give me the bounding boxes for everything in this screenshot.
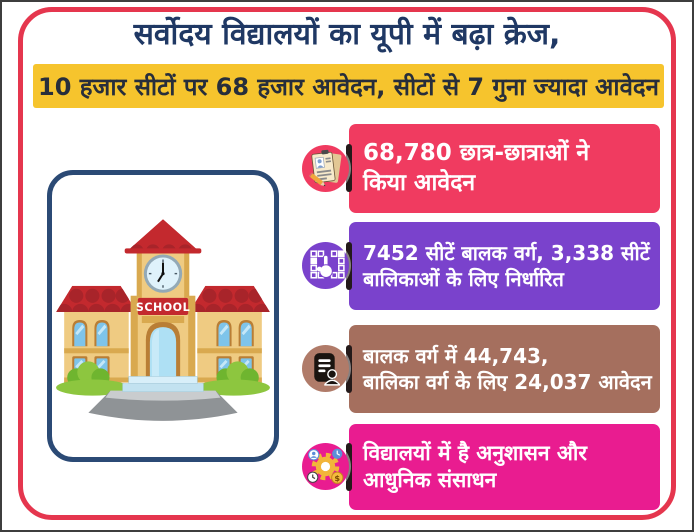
seat-grid-hand-icon	[302, 242, 349, 289]
school-door	[141, 315, 185, 383]
school-card: SCHOOL	[47, 170, 279, 462]
info-line: किया आवेदन	[363, 169, 476, 196]
connector-bar	[346, 144, 352, 192]
applicant-list-icon	[302, 345, 349, 392]
info-line: बालिकाओं के लिए निर्धारित	[363, 267, 564, 291]
connector-bar	[346, 443, 352, 491]
resources-gear-icon: $	[302, 443, 349, 490]
info-box-seats-allocation: 7452 सीटें बालक वर्ग, 3,338 सीटें बालिका…	[349, 222, 660, 310]
coin-dollar-glyph: $	[334, 473, 340, 483]
school-sign: SCHOOL	[136, 297, 190, 315]
info-line: विद्यालयों में है अनुशासन और	[363, 440, 587, 465]
connector-bar	[346, 242, 352, 290]
info-line: 7452 सीटें बालक वर्ग, 3,338 सीटें	[363, 241, 650, 265]
school-steps	[122, 376, 204, 392]
application-form-icon	[302, 145, 349, 192]
school-clock	[143, 254, 183, 293]
page-title: सर्वोदय विद्यालयों का यूपी में बढ़ा क्रे…	[133, 17, 561, 52]
subtitle-text: 10 हजार सीटों पर 68 हजार आवेदन, सीटों से…	[38, 72, 659, 101]
info-box-applications-by-category: बालक वर्ग में 44,743, बालिका वर्ग के लिए…	[349, 325, 660, 413]
school-sign-text: SCHOOL	[136, 301, 190, 314]
info-line: आधुनिक संसाधन	[363, 468, 497, 492]
info-box-facilities: विद्यालयों में है अनुशासन और आधुनिक संसा…	[349, 424, 660, 510]
info-line: बालक वर्ग में 44,743,	[363, 344, 549, 368]
subtitle-banner: 10 हजार सीटों पर 68 हजार आवेदन, सीटों से…	[33, 64, 664, 108]
school-walkway	[88, 390, 238, 421]
info-box-applications-total: 68,780 छात्र-छात्राओं ने किया आवेदन	[349, 124, 660, 213]
info-line: बालिका वर्ग के लिए 24,037 आवेदन	[363, 370, 652, 394]
info-line: 68,780 छात्र-छात्राओं ने	[363, 139, 590, 166]
connector-bar	[346, 345, 352, 393]
school-illustration: SCHOOL	[56, 219, 270, 421]
